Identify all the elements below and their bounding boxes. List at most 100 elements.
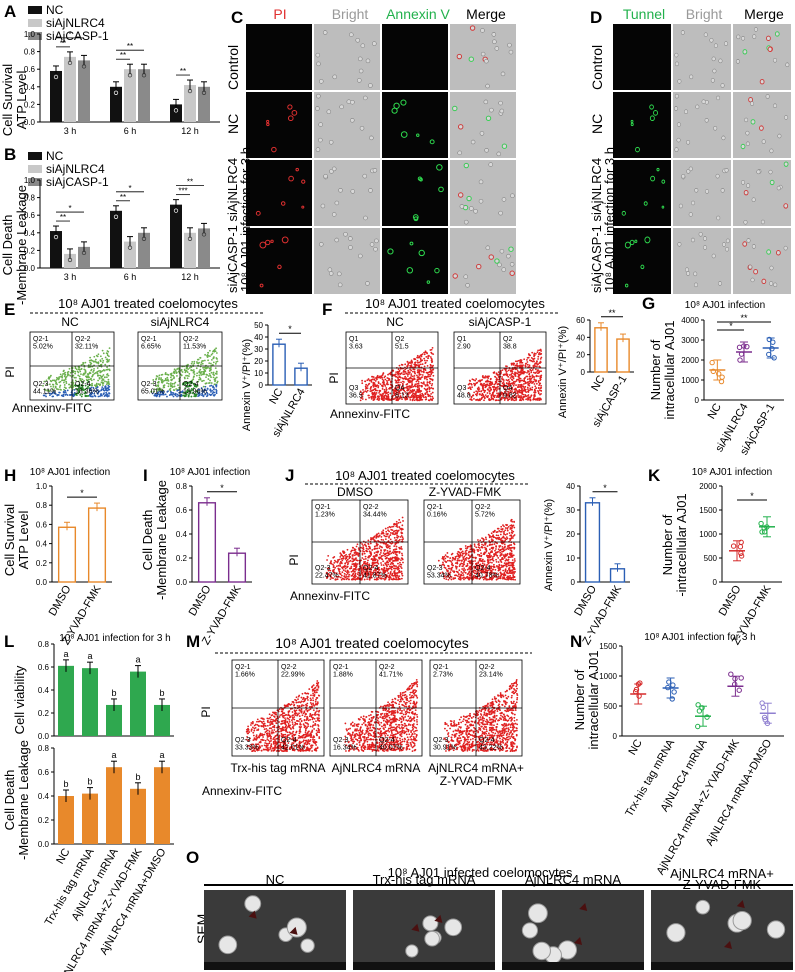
data-point [738,675,744,681]
quad-label: Q2-1 2.73% [433,664,453,679]
data-point [766,336,773,343]
data-point [695,702,701,708]
d-tile [613,24,671,90]
f-group-nc: NC [386,315,404,329]
data-point [762,716,768,723]
data-point [632,688,639,695]
sig-label: ** [608,308,616,318]
y-tick: 0.6 [36,520,48,529]
bar [154,767,170,844]
d-header-merge: Merge [744,6,784,22]
y-tick: 0.8 [38,640,50,649]
bar [50,70,62,122]
data-point [709,359,715,366]
n-ylabel-2: intracellular AJ01 [586,651,601,750]
quad-label: Q2-1 1.23% [315,504,335,519]
panel-label-i: I [143,466,148,485]
y-tick: 0.8 [24,194,36,203]
sig-label: ** [180,67,186,76]
c-tile [314,24,380,90]
d-tile [673,92,731,158]
o-group-label: Trx-his tag mRNA [372,872,476,887]
data-point [728,671,734,677]
bar [78,60,90,122]
j-group-zyvad: Z-YVAD-FMK [429,485,501,499]
y-tick: 1500 [699,506,717,515]
bar [616,338,630,373]
data-point [699,705,705,711]
sig-label: * [220,483,224,493]
l-bottom-ylabel-1: Cell Death [2,770,17,831]
x-tick: NC [589,373,607,393]
y-tick: 500 [604,702,618,711]
x-tick: 6 h [124,126,137,136]
f-xlabel: Annexinv-FITC [330,407,410,421]
panel-label-d: D [590,8,603,27]
y-tick: 0.6 [38,663,50,672]
f-bar-ylabel: Annexin V⁺/PI⁺(%) [557,326,569,418]
c-header-bright: Bright [331,6,369,22]
e-group-nc: NC [61,315,79,329]
y-tick: 0.6 [24,211,36,220]
x-tick: DMSO [47,583,74,618]
c-header-annexin: Annexin V [386,6,450,22]
panel-l: 10⁸ AJ01 infection for 3 h Cell viability… [2,633,174,972]
panel-label-o: O [186,848,200,867]
y-tick: 0.8 [36,501,48,510]
data-point [738,550,744,557]
data-point [771,355,777,361]
data-point [635,681,642,687]
panel-label-g: G [642,294,656,313]
data-point [764,524,770,530]
y-tick: 1.0 [24,176,36,185]
b-ylabel-2: -Membrane Leakage [14,185,29,305]
c-tile [314,228,380,294]
j-xlabel: Annexinv-FITC [290,589,370,603]
d-tile [613,92,671,158]
d-header-bright: Bright [685,6,723,22]
y-tick: 0.4 [38,686,50,695]
bar [138,232,150,268]
h-ylabel-2: ATP Level [16,511,31,570]
data-point [636,693,642,699]
panel-label-h: H [4,466,17,485]
c-tile [246,92,312,158]
x-tick: 6 h [124,272,137,282]
d-tile [733,92,791,158]
legend-a-nlrc4: siAjNLRC4 [46,16,105,30]
x-tick: DMSO [572,583,599,618]
h-ylabel-1: Cell Survival [2,504,17,576]
panel-f: 10⁸ AJ01 treated coelomocytes NC siAjCASP-… [327,296,634,429]
y-tick: 0.2 [24,246,36,255]
data-point [758,520,764,527]
j-group-dmso: DMSO [337,485,373,499]
bar [57,526,77,583]
quad-label: Q2-2 22.99% [281,664,305,679]
bar [170,204,182,268]
y-tick: 0.2 [24,100,36,109]
bar [184,232,196,268]
o-sem-image [204,890,346,970]
sig-label: * [729,321,733,331]
c-tile [314,160,380,226]
data-point [738,351,745,357]
data-point [744,343,750,350]
data-point [736,687,742,693]
panels-ab: NC siAjNLRC4 siAjCASP-1 Cell Survival AT… [0,3,220,305]
y-tick: 0 [571,578,576,587]
sig-label: * [288,324,292,334]
sig-label: * [68,30,71,39]
c-tile [450,228,516,294]
y-tick: 0.0 [176,578,188,587]
y-tick: 0.2 [36,559,48,568]
d-tile [733,160,791,226]
data-point [730,543,737,549]
m-xlabel: Annexinv-FITC [202,784,282,798]
y-tick: 1.0 [24,30,36,39]
i-title: 10⁸ AJ01 infection [170,467,250,478]
y-tick: 0.4 [24,229,36,238]
bar [594,327,608,373]
sig-label: ** [187,178,193,187]
